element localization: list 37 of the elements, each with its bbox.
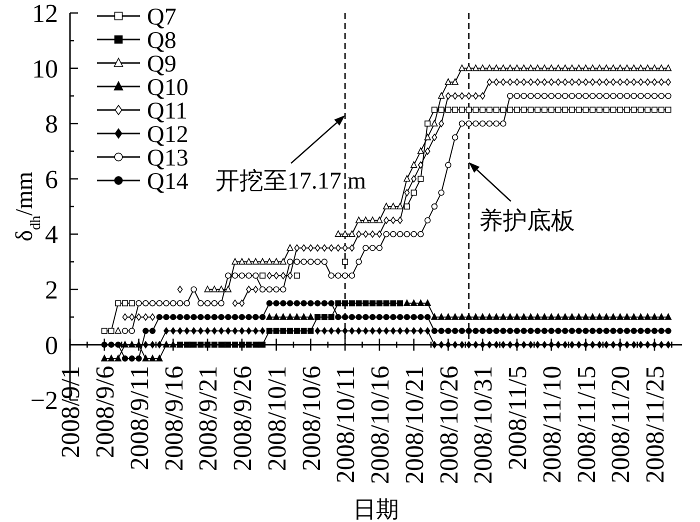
- y-tick-label: 8: [45, 110, 58, 139]
- legend-label: Q12: [147, 122, 188, 148]
- x-tick-label: 2008/11/20: [606, 366, 636, 484]
- x-tick-label: 2008/10/26: [434, 366, 464, 484]
- x-tick-label: 2008/9/1: [56, 366, 86, 458]
- y-tick-label: 6: [45, 164, 58, 194]
- y-tick-label: 0: [45, 330, 58, 360]
- legend-label: Q9: [147, 51, 176, 78]
- x-tick-label: 2008/11/10: [537, 366, 566, 484]
- x-tick-label: 2008/11/5: [503, 366, 532, 470]
- legend-label: Q10: [147, 74, 188, 101]
- x-tick-label: 2008/10/31: [468, 366, 498, 484]
- x-tick-label: 2008/9/11: [124, 366, 154, 470]
- x-axis-title: 日期: [353, 497, 399, 522]
- legend-label: Q13: [147, 145, 188, 172]
- legend-label: Q7: [147, 4, 176, 30]
- legend-label: Q11: [147, 98, 188, 124]
- x-tick-label: 2008/11/25: [640, 366, 670, 484]
- annotation: 开挖至17.17 m: [215, 168, 366, 194]
- y-tick-label: −2: [30, 386, 58, 416]
- y-tick-label: 12: [32, 0, 58, 28]
- x-tick-label: 2008/10/11: [331, 366, 360, 484]
- x-tick-label: 2008/10/21: [400, 366, 429, 484]
- x-tick-label: 2008/9/6: [90, 366, 120, 458]
- annotation: 养护底板: [478, 207, 575, 234]
- legend-label: Q14: [147, 168, 188, 195]
- x-tick-label: 2008/10/1: [262, 366, 292, 472]
- x-tick-label: 2008/9/26: [228, 366, 258, 472]
- y-tick-label: 10: [32, 54, 58, 84]
- legend-label: Q8: [147, 28, 176, 54]
- y-tick-label: 4: [45, 220, 58, 250]
- x-tick-label: 2008/11/15: [572, 366, 601, 484]
- y-tick-label: 2: [45, 276, 58, 305]
- x-tick-label: 2008/9/21: [194, 366, 223, 472]
- x-tick-label: 2008/9/16: [159, 366, 188, 472]
- x-tick-label: 2008/10/16: [366, 366, 395, 484]
- x-tick-label: 2008/10/6: [296, 366, 326, 472]
